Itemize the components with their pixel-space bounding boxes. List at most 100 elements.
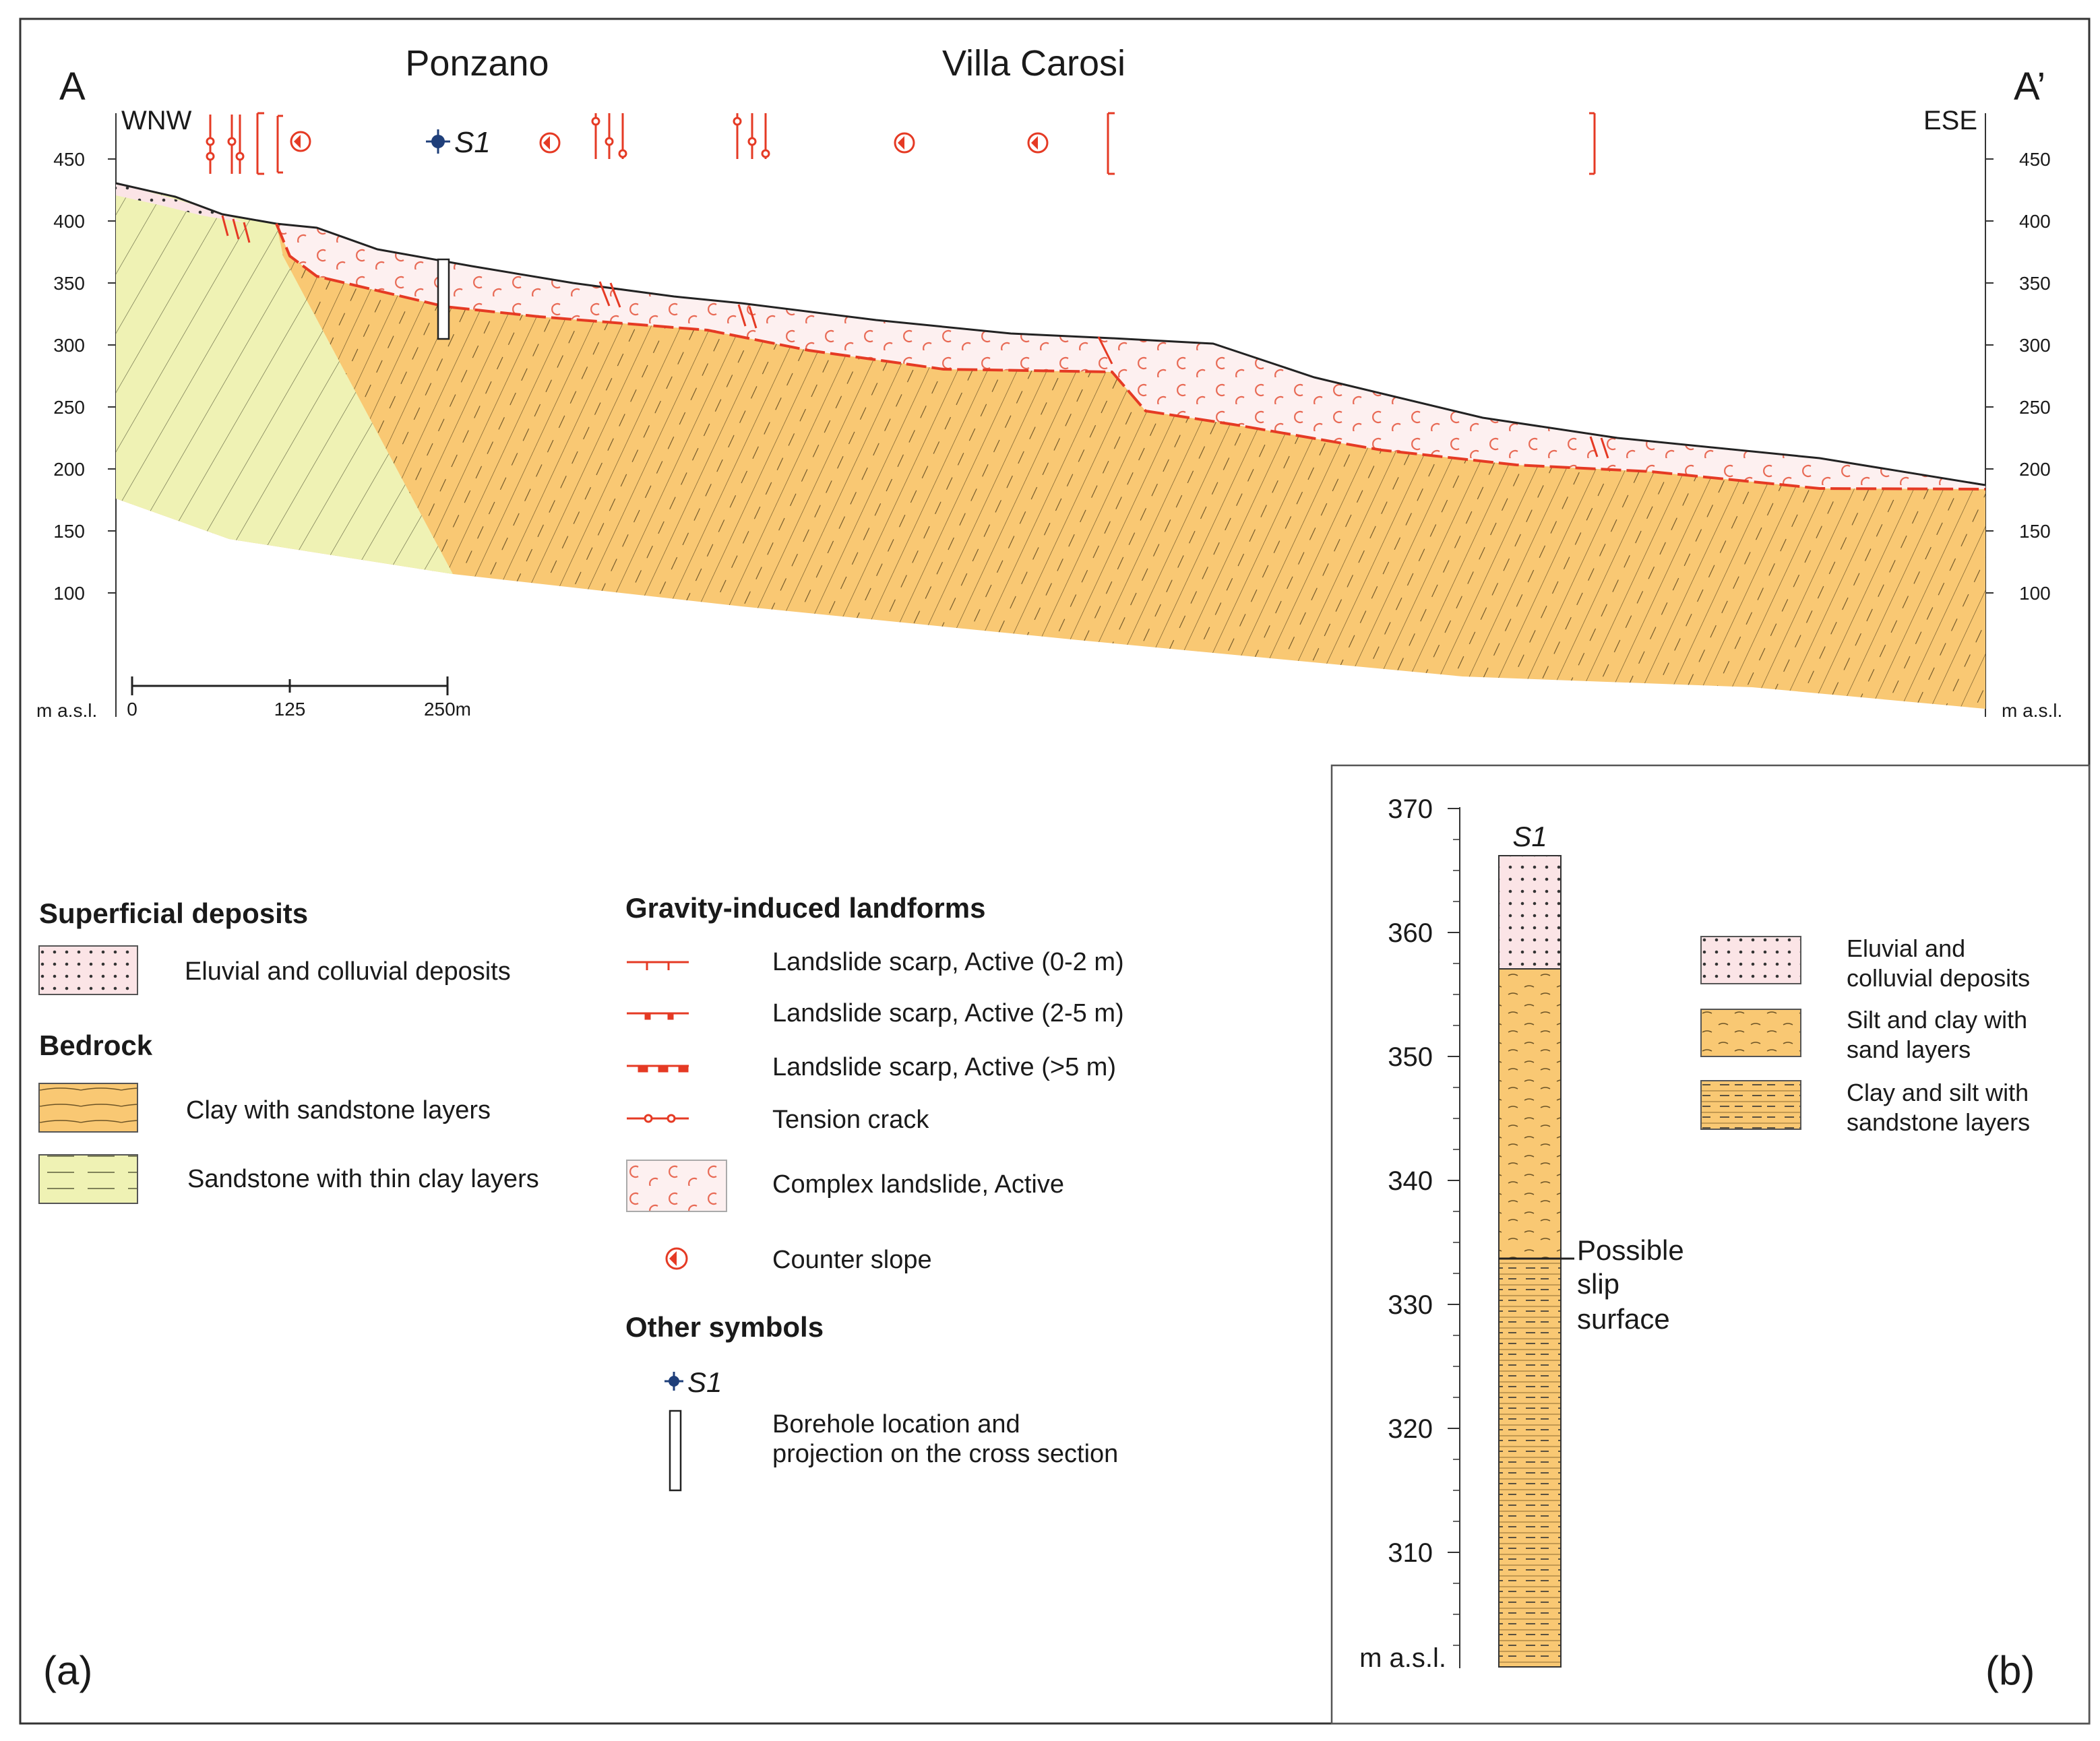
legend-borehole-tag: S1 bbox=[687, 1366, 722, 1398]
elev-label-350: 350 bbox=[53, 273, 85, 294]
legend-complex-landslide-swatch bbox=[626, 1160, 727, 1212]
panel-b-label: (b) bbox=[1985, 1648, 2035, 1693]
units-right: m a.s.l. bbox=[2002, 700, 2062, 721]
elev-label-450: 450 bbox=[53, 149, 85, 170]
right-elevation-labels: 450 400 350 300 250 200 150 100 bbox=[2019, 149, 2051, 604]
counter-slope-symbols bbox=[290, 131, 1049, 154]
elev-label-300-right: 300 bbox=[2019, 335, 2051, 356]
log-label-310: 310 bbox=[1388, 1538, 1433, 1568]
elev-label-150-right: 150 bbox=[2019, 521, 2051, 542]
legend-scarp-2-5-symbol bbox=[627, 1012, 689, 1020]
log-title: S1 bbox=[1512, 821, 1547, 852]
log-legend-silt-2: sand layers bbox=[1847, 1036, 1971, 1063]
legend-panel: Superficial deposits Eluvial and colluvi… bbox=[38, 892, 1124, 1693]
log-layer-eluvial bbox=[1498, 855, 1562, 970]
legend-tension-crack-symbol bbox=[627, 1114, 689, 1123]
log-legend-clay-1: Clay and silt with bbox=[1847, 1079, 2029, 1106]
elev-label-400-right: 400 bbox=[2019, 211, 2051, 232]
log-label-320: 320 bbox=[1388, 1414, 1433, 1444]
eluvial-deposit bbox=[116, 183, 243, 222]
complex-landslide-body bbox=[276, 224, 1985, 489]
slip-label-line2: slip bbox=[1577, 1268, 1619, 1300]
direction-wnw: WNW bbox=[121, 106, 192, 135]
log-label-370: 370 bbox=[1388, 794, 1433, 824]
left-tick-marks bbox=[108, 158, 116, 594]
log-label-330: 330 bbox=[1388, 1290, 1433, 1320]
slip-surface bbox=[275, 223, 1986, 490]
log-legend-eluvial-2: colluvial deposits bbox=[1847, 964, 2030, 992]
log-legend-swatch-eluvial bbox=[1700, 936, 1801, 984]
elev-label-400: 400 bbox=[53, 211, 85, 232]
legend-borehole-symbol bbox=[665, 1372, 683, 1391]
tension-crack-symbols bbox=[206, 113, 770, 174]
elev-label-200-right: 200 bbox=[2019, 459, 2051, 480]
scale-label-125: 125 bbox=[274, 699, 306, 720]
endpoint-a-label: A bbox=[59, 65, 86, 108]
legend-superficial-title: Superficial deposits bbox=[39, 897, 308, 929]
elev-label-100: 100 bbox=[53, 583, 85, 604]
slip-label-line3: surface bbox=[1577, 1303, 1670, 1335]
legend-swatch-eluvial bbox=[38, 945, 138, 995]
legend-scarp-2-5-label: Landslide scarp, Active (2-5 m) bbox=[772, 999, 1124, 1027]
borehole-log-panel: 370 360 350 340 330 320 310 m a.s.l. S1 … bbox=[1359, 794, 2035, 1693]
elev-label-450-right: 450 bbox=[2019, 149, 2051, 170]
log-legend-eluvial-1: Eluvial and bbox=[1847, 935, 1965, 962]
log-layer-silt-clay bbox=[1498, 968, 1562, 1259]
panel-a-label: (a) bbox=[43, 1648, 92, 1693]
log-label-340: 340 bbox=[1388, 1166, 1433, 1196]
log-legend-swatch-clay bbox=[1700, 1080, 1801, 1130]
legend-sandstone-clay-label: Sandstone with thin clay layers bbox=[187, 1165, 539, 1193]
place-villa-carosi: Villa Carosi bbox=[942, 43, 1125, 84]
elev-label-350-right: 350 bbox=[2019, 273, 2051, 294]
legend-other-title: Other symbols bbox=[625, 1311, 824, 1343]
log-major-ticks bbox=[1448, 808, 1460, 1553]
borehole-symbol-top bbox=[426, 129, 450, 154]
scale-label-250m: 250m bbox=[424, 699, 471, 720]
legend-counter-slope-label: Counter slope bbox=[772, 1246, 932, 1274]
legend-gravity-title: Gravity-induced landforms bbox=[625, 892, 985, 924]
cross-section-panel: 450 400 350 300 250 200 150 100 450 400 … bbox=[36, 43, 2062, 721]
elev-label-150: 150 bbox=[53, 521, 85, 542]
borehole-projection bbox=[437, 258, 450, 340]
log-elevation-labels: 370 360 350 340 330 320 310 bbox=[1388, 794, 1433, 1568]
panel-b-frame bbox=[1330, 764, 2091, 1725]
log-layer-clay-silt bbox=[1498, 1258, 1562, 1668]
legend-tension-crack-label: Tension crack bbox=[772, 1106, 929, 1134]
borehole-tag-top: S1 bbox=[454, 126, 491, 159]
legend-complex-landslide-label: Complex landslide, Active bbox=[772, 1170, 1064, 1199]
legend-counter-slope-symbol bbox=[665, 1247, 688, 1270]
slip-label-line1: Possible bbox=[1577, 1234, 1684, 1266]
units-left: m a.s.l. bbox=[36, 700, 97, 721]
elev-label-100-right: 100 bbox=[2019, 583, 2051, 604]
legend-scarp-5-symbol bbox=[627, 1065, 689, 1073]
sandstone-bedrock bbox=[116, 183, 453, 574]
endpoint-a-prime-label: A’ bbox=[2014, 65, 2045, 108]
direction-ese: ESE bbox=[1923, 106, 1977, 135]
elev-label-250: 250 bbox=[53, 397, 85, 418]
log-minor-ticks bbox=[1453, 839, 1460, 1646]
legend-borehole-projection-symbol bbox=[669, 1410, 682, 1492]
left-elevation-labels: 450 400 350 300 250 200 150 100 bbox=[53, 149, 85, 604]
log-label-360: 360 bbox=[1388, 918, 1433, 948]
legend-scarp-5-label: Landslide scarp, Active (>5 m) bbox=[772, 1053, 1116, 1081]
elev-label-200: 200 bbox=[53, 459, 85, 480]
legend-borehole-line2: projection on the cross section bbox=[772, 1440, 1118, 1468]
legend-scarp-0-2-label: Landslide scarp, Active (0-2 m) bbox=[772, 948, 1124, 976]
log-units-label: m a.s.l. bbox=[1359, 1643, 1446, 1673]
legend-clay-sandstone-label: Clay with sandstone layers bbox=[186, 1096, 491, 1125]
scarp-symbols-top bbox=[256, 112, 1596, 175]
place-ponzano: Ponzano bbox=[405, 43, 549, 84]
right-tick-marks bbox=[1985, 158, 1994, 594]
section-scarps bbox=[221, 215, 1609, 459]
scale-bar bbox=[131, 676, 449, 695]
scale-label-0: 0 bbox=[127, 699, 137, 720]
legend-eluvial-label: Eluvial and colluvial deposits bbox=[185, 957, 511, 986]
log-legend-swatch-silt bbox=[1700, 1009, 1801, 1057]
elev-label-300: 300 bbox=[53, 335, 85, 356]
log-legend-clay-2: sandstone layers bbox=[1847, 1108, 2030, 1136]
legend-bedrock-title: Bedrock bbox=[39, 1030, 153, 1061]
log-label-350: 350 bbox=[1388, 1042, 1433, 1072]
elev-label-250-right: 250 bbox=[2019, 397, 2051, 418]
legend-swatch-clay-sandstone bbox=[38, 1083, 138, 1133]
